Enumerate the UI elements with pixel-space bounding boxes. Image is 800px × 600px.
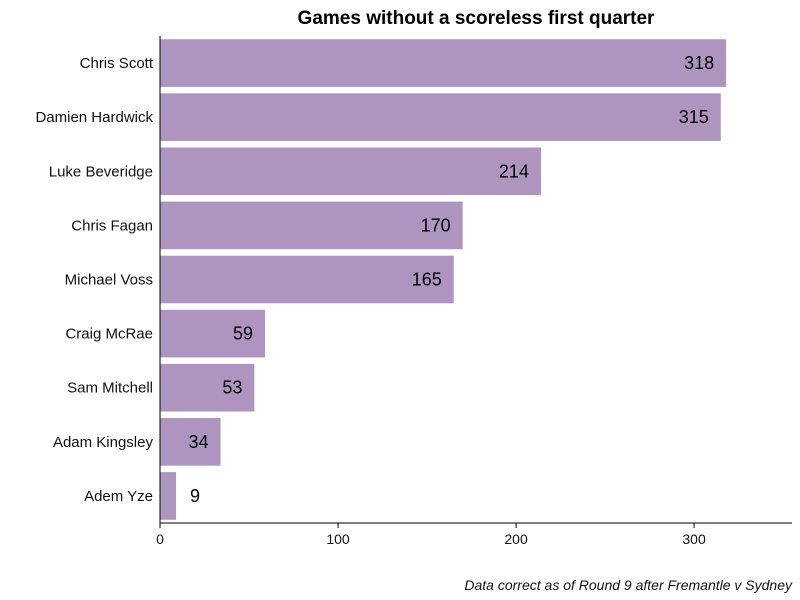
x-tick-label: 200 <box>504 531 528 547</box>
x-tick-label: 300 <box>682 531 706 547</box>
bar-sam-mitchell <box>160 363 255 412</box>
bar-chris-scott <box>160 39 727 87</box>
labels-layer: Chris Scott 318 Damien Hardwick 315 Luke Bev… <box>35 53 714 506</box>
value-label: 170 <box>421 215 451 235</box>
category-label: Adem Yze <box>84 488 153 505</box>
x-tick-label: 0 <box>156 531 164 547</box>
category-label: Craig McRae <box>65 326 153 343</box>
category-label: Sam Mitchell <box>67 380 153 397</box>
x-tick-label: 100 <box>326 531 350 547</box>
value-label: 9 <box>190 486 200 506</box>
category-label: Michael Voss <box>65 272 153 289</box>
bar-chris-fagan <box>160 201 463 250</box>
value-label: 318 <box>684 53 714 73</box>
bar-adam-kingsley <box>160 418 221 466</box>
category-label: Chris Fagan <box>71 217 153 234</box>
category-label: Chris Scott <box>80 55 154 72</box>
bar-luke-beveridge <box>160 147 541 196</box>
value-label: 214 <box>499 161 529 181</box>
category-label: Damien Hardwick <box>35 109 153 126</box>
bar-damien-hardwick <box>160 93 721 141</box>
axes-layer: 0 100 200 300 <box>156 36 792 547</box>
bar-michael-voss <box>160 255 454 304</box>
bar-adem-yze <box>160 472 177 520</box>
value-label: 59 <box>233 324 253 344</box>
category-label: Luke Beveridge <box>49 163 153 180</box>
value-label: 53 <box>222 378 242 398</box>
bars-layer <box>160 39 727 520</box>
chart-caption: Data correct as of Round 9 after Fremant… <box>464 577 793 593</box>
value-label: 315 <box>679 107 709 127</box>
value-label: 34 <box>188 432 208 452</box>
value-label: 165 <box>412 270 442 290</box>
category-label: Adam Kingsley <box>53 434 154 451</box>
bar-craig-mcrae <box>160 309 266 358</box>
chart-title: Games without a scoreless first quarter <box>298 8 656 29</box>
